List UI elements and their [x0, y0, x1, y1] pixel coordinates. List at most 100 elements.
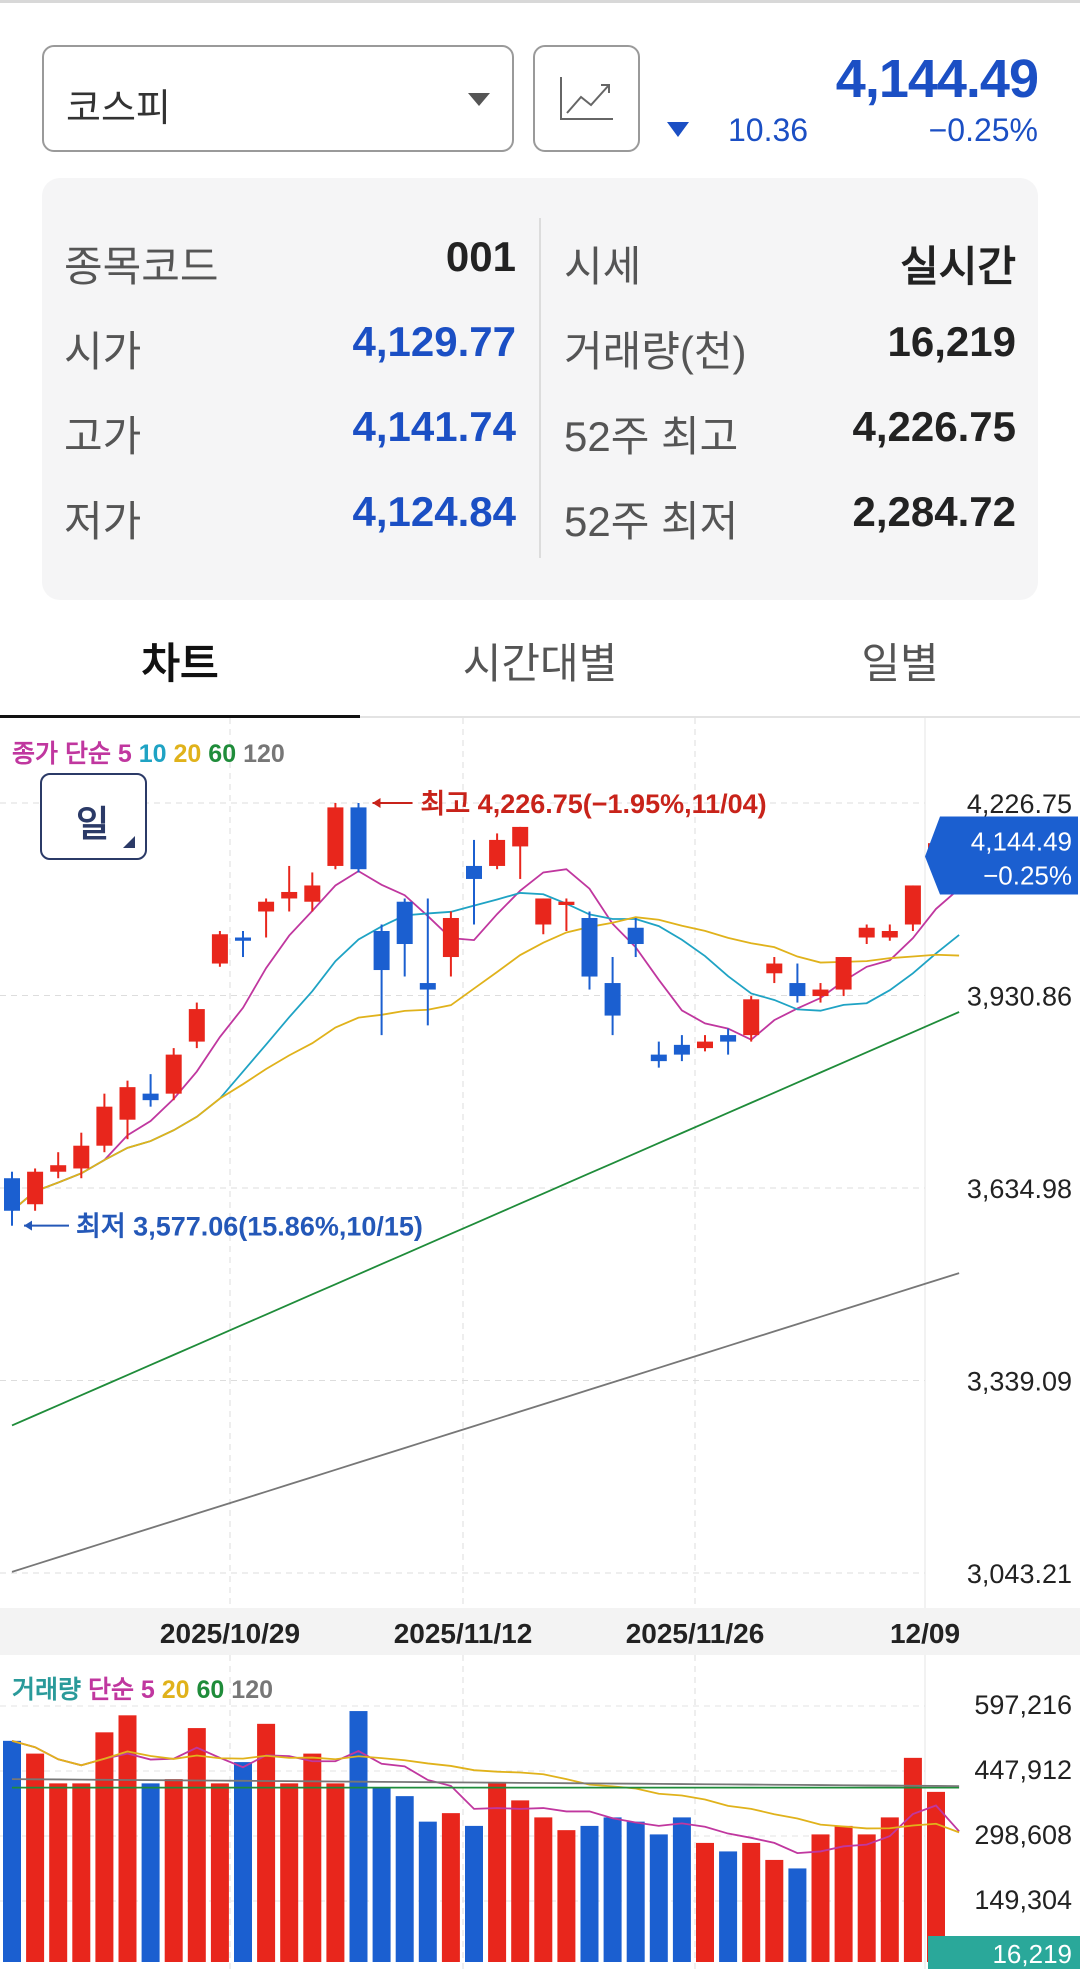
- info-value: 4,141.74: [352, 403, 517, 450]
- quote-info-panel: 종목코드 001 시가 4,129.77 고가 4,141.74 저가 4,12…: [42, 178, 1038, 600]
- current-price-tag-value: 4,144.49: [971, 827, 1072, 857]
- ma-line-60: [11, 1011, 960, 1427]
- volume-tick-label: 298,608: [974, 1820, 1072, 1850]
- volume-bar: [395, 1796, 414, 1962]
- volume-bar: [649, 1834, 668, 1962]
- current-price-tag: [925, 816, 1078, 895]
- candle-body: [697, 1041, 713, 1049]
- volume-bar: [49, 1783, 68, 1962]
- info-value: 001: [445, 233, 516, 280]
- volume-bar: [141, 1783, 160, 1962]
- candle-body: [812, 989, 829, 997]
- candle-body: [650, 1054, 667, 1062]
- volume-tick-label: 597,216: [974, 1690, 1072, 1720]
- volume-bar: [534, 1817, 553, 1962]
- current-price-tag-pct: −0.25%: [983, 861, 1072, 891]
- volume-bar: [672, 1817, 691, 1962]
- candle-body: [211, 934, 228, 964]
- volume-bar: [742, 1842, 761, 1962]
- price-tick-label: 3,930.86: [967, 982, 1072, 1012]
- stock-chart[interactable]: 4,226.75 3,930.86 3,634.98 3,339.09 3,043.21…: [0, 718, 1080, 1969]
- date-tick-label: 2025/10/29: [160, 1618, 300, 1649]
- ma-line-120: [11, 1272, 960, 1573]
- info-value: 실시간: [900, 243, 1016, 290]
- ma-line-20: [11, 916, 960, 1212]
- candle-body: [881, 931, 898, 938]
- info-row-low: 저가 4,124.84: [64, 488, 516, 548]
- index-price: 4,144.49: [835, 49, 1039, 109]
- candle-body: [396, 901, 413, 945]
- legend-item: 단순: [87, 1676, 141, 1704]
- candle-body: [235, 937, 251, 941]
- index-select-dropdown[interactable]: 코스피: [42, 45, 514, 152]
- low-annotation: 최저 3,577.06(15.86%,10/15): [76, 1212, 423, 1242]
- candle-body: [558, 901, 575, 905]
- candle-body: [281, 891, 298, 899]
- tab-daily[interactable]: 일별: [861, 640, 939, 687]
- volume-bar: [164, 1779, 183, 1962]
- chart-view-button[interactable]: [533, 45, 640, 152]
- volume-bar: [511, 1800, 530, 1962]
- info-row-code: 종목코드 001: [64, 233, 516, 293]
- period-select-button[interactable]: 일: [40, 773, 147, 860]
- volume-bar: [880, 1817, 899, 1962]
- legend-item: 20: [173, 740, 209, 768]
- candle-body: [604, 983, 621, 1016]
- info-label: 종목코드: [64, 243, 219, 290]
- price-tick-label: 3,634.98: [967, 1174, 1072, 1204]
- high-annotation-arrowhead: [372, 798, 381, 808]
- candle-body: [743, 999, 760, 1036]
- chevron-down-icon: [468, 93, 490, 106]
- volume-bar: [280, 1783, 299, 1962]
- volume-bar: [418, 1821, 437, 1962]
- info-row-volume: 거래량(천) 16,219: [564, 318, 1016, 378]
- candle-body: [789, 983, 806, 997]
- index-select-label: 코스피: [66, 88, 171, 130]
- candle-body: [4, 1178, 20, 1211]
- volume-bar: [303, 1753, 322, 1962]
- info-row-quote-type: 시세 실시간: [564, 233, 1016, 293]
- current-volume-tag-value: 16,219: [992, 1939, 1072, 1969]
- candle-body: [720, 1035, 737, 1042]
- tab-chart[interactable]: 차트: [141, 640, 219, 687]
- tab-by-time[interactable]: 시간대별: [462, 640, 618, 687]
- line-chart-icon: [560, 77, 613, 120]
- ma-line-5: [11, 868, 960, 1212]
- down-triangle-icon: [667, 122, 689, 137]
- legend-item: 60: [208, 740, 244, 768]
- volume-bar: [696, 1842, 714, 1962]
- current-volume-tag: [928, 1936, 1080, 1969]
- candle-body: [258, 901, 275, 912]
- volume-bar: [26, 1753, 45, 1962]
- candle-body: [489, 839, 506, 866]
- volume-ma-line-20: [11, 1739, 960, 1834]
- candle-body: [119, 1087, 136, 1120]
- candlestick-chart-svg: 4,226.75 3,930.86 3,634.98 3,339.09 3,043.21…: [0, 718, 1080, 1969]
- price-tick-label: 4,226.75: [967, 789, 1072, 819]
- candle-body: [327, 807, 344, 866]
- candle-body: [304, 885, 321, 902]
- candle-body: [350, 807, 367, 870]
- info-value: 4,226.75: [852, 403, 1017, 450]
- volume-ma-line-120: [11, 1778, 960, 1787]
- legend-item: 10: [138, 740, 174, 768]
- volume-bar: [372, 1787, 391, 1962]
- legend-item: 종가 단순: [12, 740, 118, 768]
- candle-body: [766, 963, 783, 974]
- top-divider: [0, 0, 1080, 3]
- index-change-percent: −0.25%: [928, 112, 1038, 148]
- info-label: 52주 최고: [564, 413, 739, 460]
- volume-tick-label: 149,304: [974, 1885, 1072, 1915]
- volume-bar: [580, 1825, 599, 1962]
- candle-body: [96, 1106, 113, 1146]
- info-row-52w-high: 52주 최고 4,226.75: [564, 403, 1016, 463]
- info-label: 고가: [64, 413, 142, 460]
- volume-bar: [234, 1762, 252, 1962]
- volume-tick-label: 447,912: [974, 1755, 1072, 1785]
- volume-bar: [72, 1783, 91, 1962]
- info-label: 52주 최저: [564, 498, 739, 545]
- volume-bar: [441, 1813, 460, 1962]
- candle-body: [27, 1171, 44, 1205]
- candle-body: [442, 917, 459, 958]
- volume-bar: [349, 1711, 368, 1962]
